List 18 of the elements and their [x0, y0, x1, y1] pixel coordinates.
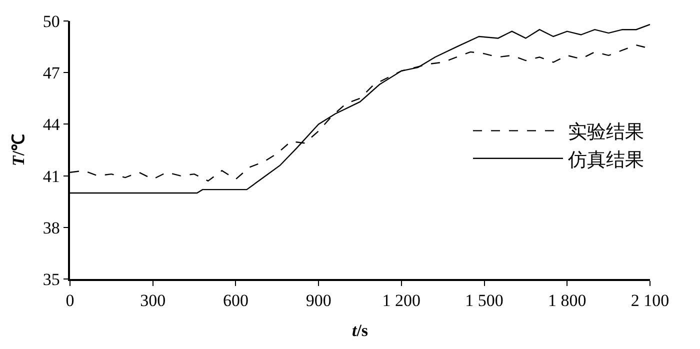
y-tick-label: 35 — [42, 270, 60, 289]
x-tick-label: 1 800 — [548, 291, 586, 310]
y-tick-label: 41 — [42, 166, 60, 186]
x-axis-title: t/s — [352, 321, 368, 340]
x-tick-label: 0 — [66, 291, 74, 310]
y-tick-label: 47 — [42, 64, 60, 83]
x-tick-label: 1 500 — [465, 291, 504, 310]
x-tick-label: 1 200 — [382, 291, 421, 310]
y-tick-label: 44 — [42, 115, 60, 134]
x-tick-label: 2 100 — [630, 291, 670, 310]
x-tick-label: 600 — [222, 291, 248, 310]
x-tick-label: 900 — [306, 291, 332, 310]
y-tick-label: 38 — [42, 218, 60, 238]
x-tick-label: 300 — [140, 291, 166, 310]
legend-label: 仿真结果 — [567, 148, 644, 171]
legend-label: 实验结果 — [568, 121, 644, 144]
y-axis-title: T/℃ — [8, 134, 28, 166]
y-tick-label: 50 — [42, 12, 60, 31]
